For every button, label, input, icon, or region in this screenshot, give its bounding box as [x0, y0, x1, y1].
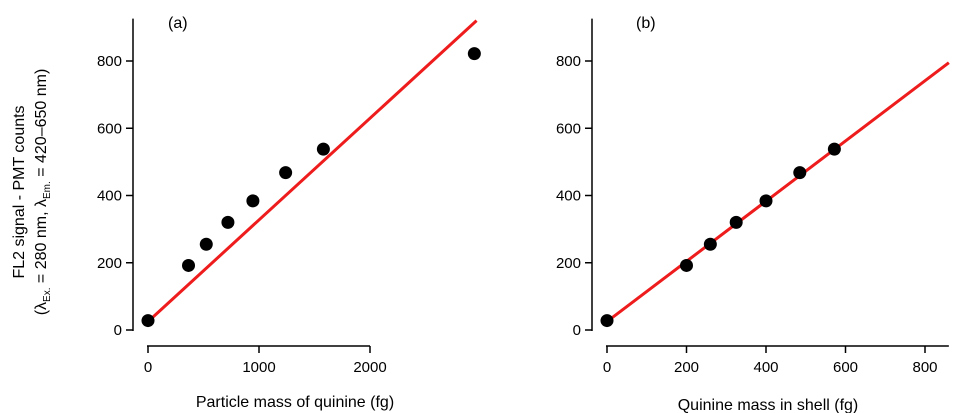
x-tick-label: 1000	[242, 359, 275, 376]
y-tick-label: 0	[573, 322, 581, 339]
x-tick-label: 0	[144, 359, 152, 376]
data-point	[221, 215, 235, 229]
panel-a: (a) 0 200 400 600 800 0 1000 2000 Particle mass o…	[97, 15, 481, 411]
y-tick-label: 600	[97, 120, 122, 137]
data-point	[182, 258, 196, 272]
y-tick-label: 600	[556, 120, 581, 137]
data-point	[467, 47, 481, 61]
y-tick-label: 0	[114, 322, 122, 339]
y-axis-title-line2: (λEx. = 280 nm, λEm. = 420–650 nm)	[33, 69, 53, 316]
fit-line	[606, 61, 950, 323]
data-point	[827, 142, 841, 156]
data-point	[600, 314, 614, 328]
data-point	[316, 142, 330, 156]
y-tick-label: 400	[97, 188, 122, 205]
y-axis-title: FL2 signal - PMT counts (λEx. = 280 nm, …	[11, 69, 53, 316]
data-point	[246, 194, 260, 208]
data-point	[759, 194, 773, 208]
fit-line	[146, 19, 478, 323]
data-point	[729, 215, 743, 229]
x-tick-label: 800	[912, 359, 937, 376]
panel-label: (a)	[168, 15, 188, 32]
x-tick-label: 2000	[353, 359, 386, 376]
data-point	[141, 314, 155, 328]
y-tick-label: 800	[556, 53, 581, 70]
data-point	[703, 237, 717, 251]
y-axis-title-line1: FL2 signal - PMT counts	[11, 105, 28, 278]
data-point	[199, 237, 213, 251]
x-tick-label: 600	[833, 359, 858, 376]
data-point	[793, 166, 807, 180]
x-axis-title: Particle mass of quinine (fg)	[196, 394, 394, 411]
x-tick-label: 200	[674, 359, 699, 376]
x-axis-title: Quinine mass in shell (fg)	[678, 397, 859, 413]
data-point	[680, 258, 693, 272]
panel-b: (b) 0 200 400 600 800 0 200 400 600 800 Quinine mas…	[556, 15, 950, 413]
y-tick-label: 200	[97, 255, 122, 272]
x-tick-label: 0	[603, 359, 611, 376]
data-point	[279, 166, 293, 180]
y-tick-label: 800	[97, 53, 122, 70]
y-tick-label: 200	[556, 255, 581, 272]
y-tick-label: 400	[556, 188, 581, 205]
x-tick-label: 400	[753, 359, 778, 376]
panel-label: (b)	[636, 15, 656, 32]
